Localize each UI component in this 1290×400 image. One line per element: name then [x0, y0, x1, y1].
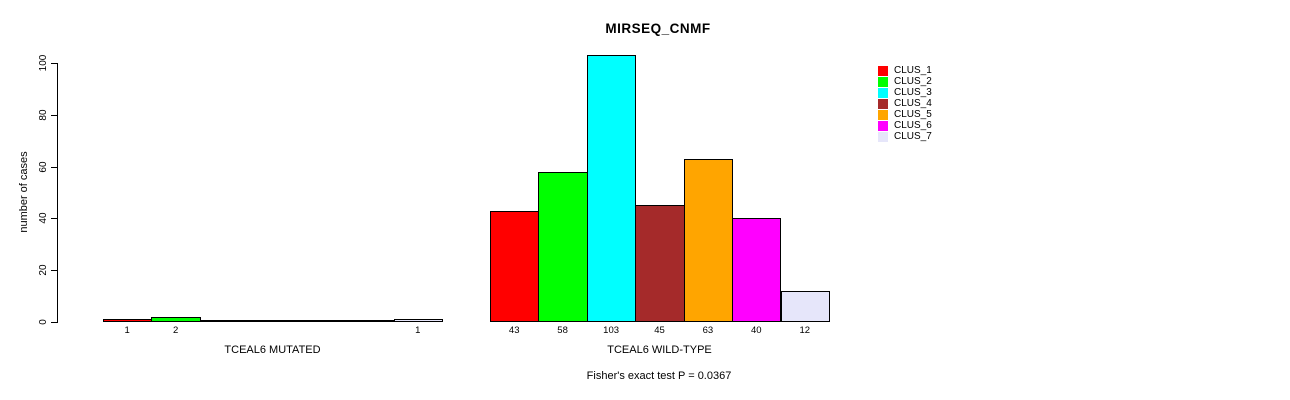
legend-item: CLUS_6 — [878, 120, 932, 131]
y-tick-label: 0 — [38, 319, 49, 325]
bar-clus_3 — [586, 55, 637, 322]
y-tick-label: 40 — [38, 212, 49, 224]
x-group-label: TCEAL6 WILD-TYPE — [607, 344, 712, 356]
legend-item: CLUS_4 — [878, 98, 932, 109]
bar-value-label: 58 — [557, 325, 568, 336]
y-tick-label: 100 — [38, 54, 49, 72]
y-axis-tick — [51, 322, 57, 323]
legend-swatch — [878, 120, 888, 131]
legend-item: CLUS_2 — [878, 76, 932, 87]
y-tick-label: 80 — [38, 109, 49, 121]
y-axis-tick — [51, 63, 57, 64]
legend-item: CLUS_3 — [878, 87, 932, 98]
legend-label: CLUS_1 — [894, 65, 932, 76]
bar-clus_7 — [780, 291, 830, 322]
bar-value-label: 103 — [603, 325, 620, 336]
x-group-label: TCEAL6 MUTATED — [224, 344, 321, 356]
legend-swatch — [878, 65, 888, 76]
bar-value-label: 40 — [751, 325, 762, 336]
legend-item: CLUS_5 — [878, 109, 932, 120]
bar-value-label: 12 — [799, 325, 811, 336]
bar-clus_1 — [490, 211, 540, 322]
bar-clus_4 — [248, 320, 298, 322]
bar-clus_3 — [199, 320, 250, 322]
bar-clus_7 — [393, 319, 443, 322]
bar-clus_5 — [296, 320, 347, 322]
bar-clus_1 — [103, 319, 153, 322]
bar-value-label: 1 — [124, 325, 130, 336]
legend-label: CLUS_4 — [894, 98, 932, 109]
legend-label: CLUS_6 — [894, 120, 932, 131]
bar-clus_2 — [538, 172, 588, 322]
legend-label: CLUS_3 — [894, 87, 932, 98]
y-tick-label: 20 — [38, 264, 49, 276]
fisher-test-note: Fisher's exact test P = 0.0367 — [586, 370, 732, 382]
bar-value-label: 45 — [654, 325, 665, 336]
legend-swatch — [878, 87, 888, 98]
bar-value-label: 1 — [415, 325, 421, 336]
legend-swatch — [878, 76, 888, 87]
bar-clus_4 — [635, 205, 685, 322]
legend-item: CLUS_7 — [878, 131, 932, 142]
legend-swatch — [878, 98, 888, 109]
legend: CLUS_1 CLUS_2 CLUS_3 CLUS_4 CLUS_5 CLUS_6 CLUS… — [878, 65, 932, 142]
y-axis-line — [57, 63, 58, 323]
bar-value-label: 2 — [172, 325, 179, 336]
bar-value-label: 63 — [702, 325, 714, 336]
legend-label: CLUS_2 — [894, 76, 932, 87]
y-axis-tick — [51, 166, 57, 168]
bar-clus_6 — [732, 218, 782, 322]
legend-label: CLUS_7 — [894, 131, 932, 142]
legend-item: CLUS_1 — [878, 65, 932, 76]
bar-clus_5 — [683, 159, 734, 322]
chart-title: MIRSEQ_CNMF — [605, 21, 711, 36]
bar-clus_6 — [345, 320, 395, 322]
bar-clus_2 — [151, 317, 201, 322]
y-axis-tick — [51, 114, 57, 116]
y-tick-label: 60 — [38, 161, 49, 173]
bar-value-label: 43 — [508, 325, 520, 336]
y-axis-tick — [51, 218, 57, 220]
legend-swatch — [878, 131, 888, 142]
y-axis-tick — [51, 270, 57, 272]
legend-label: CLUS_5 — [894, 109, 932, 120]
legend-swatch — [878, 109, 888, 120]
